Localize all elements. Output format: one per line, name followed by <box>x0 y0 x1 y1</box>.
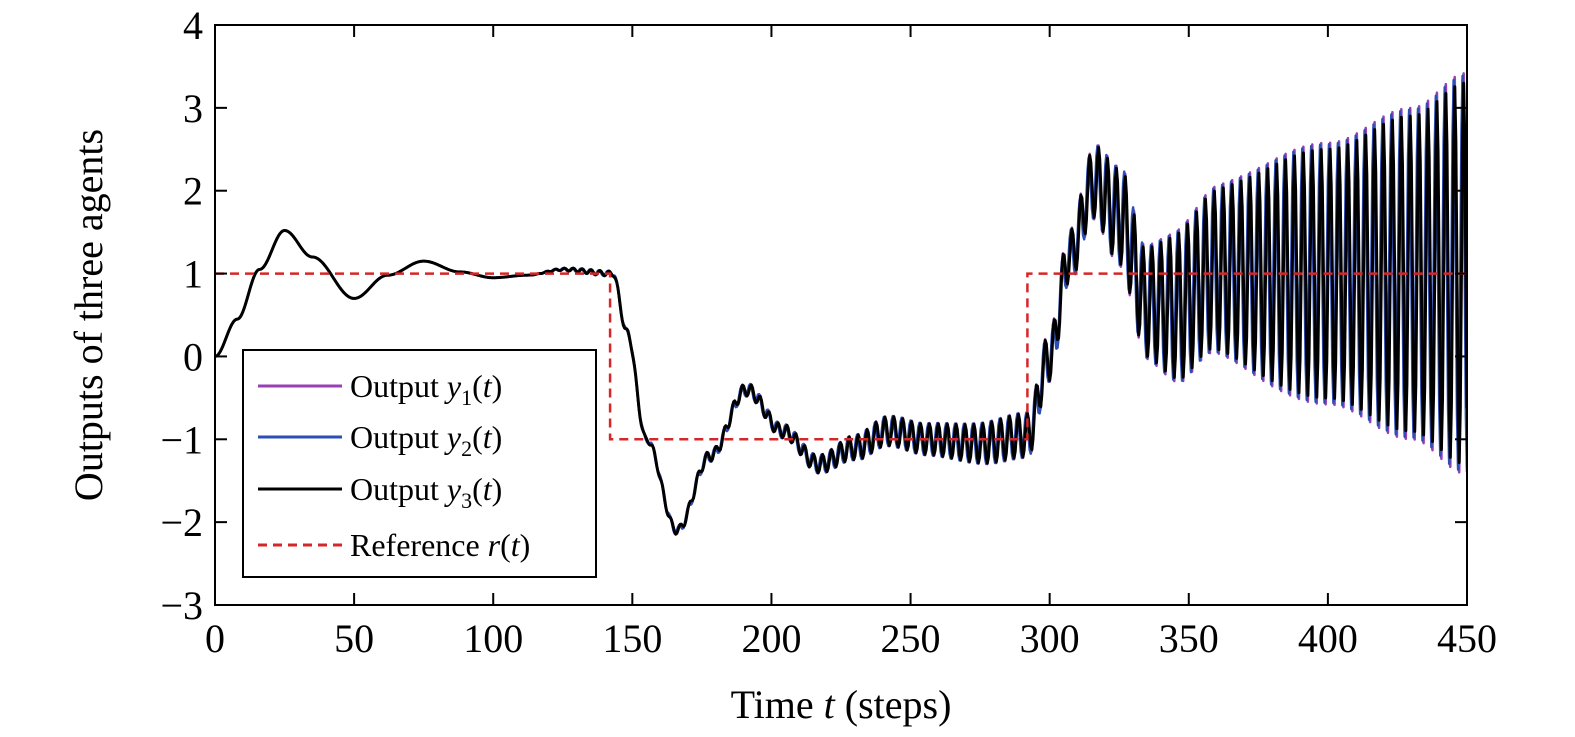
x-tick-label: 400 <box>1298 616 1358 661</box>
x-tick-label: 450 <box>1437 616 1497 661</box>
y-tick-label: 4 <box>183 3 203 48</box>
y-tick-label: −1 <box>160 417 203 462</box>
x-axis-label-var: t <box>824 682 836 727</box>
legend-label-y1: Output y1(t) <box>350 368 502 410</box>
y-tick-label: −2 <box>160 500 203 545</box>
legend: Output y1(t) Output y2(t) Output y3(t) Refe… <box>242 349 597 578</box>
y-tick-label: −3 <box>160 583 203 628</box>
y-axis-label: Outputs of three agents <box>66 129 111 501</box>
legend-label-y2: Output y2(t) <box>350 419 502 461</box>
x-axis-label-suffix: (steps) <box>835 682 952 727</box>
y-tick-label: 3 <box>183 86 203 131</box>
y-tick-label: 1 <box>183 252 203 297</box>
legend-label-r: Reference r(t) <box>350 527 530 563</box>
ticks-layer: 0 50 100 150 200 250 300 350 400 450 −3 −2 −1 0 1 2 3 4 <box>160 3 1497 661</box>
x-tick-label: 0 <box>205 616 225 661</box>
series-line-reference <box>215 272 1467 441</box>
series-line-y3 <box>215 81 1467 536</box>
x-axis-label-prefix: Time <box>731 682 824 727</box>
x-tick-label: 200 <box>741 616 801 661</box>
x-tick-label: 300 <box>1020 616 1080 661</box>
x-axis-label: Time t (steps) <box>731 682 952 727</box>
legend-box <box>242 349 597 578</box>
x-tick-label: 250 <box>881 616 941 661</box>
y-tick-label: 2 <box>183 169 203 214</box>
x-tick-label: 150 <box>602 616 662 661</box>
x-tick-label: 50 <box>334 616 374 661</box>
plot-frame <box>214 24 1468 606</box>
x-tick-label: 350 <box>1159 616 1219 661</box>
series-layer <box>215 72 1467 536</box>
x-tick-label: 100 <box>463 616 523 661</box>
legend-label-y3: Output y3(t) <box>350 471 502 513</box>
y-tick-label: 0 <box>183 334 203 379</box>
